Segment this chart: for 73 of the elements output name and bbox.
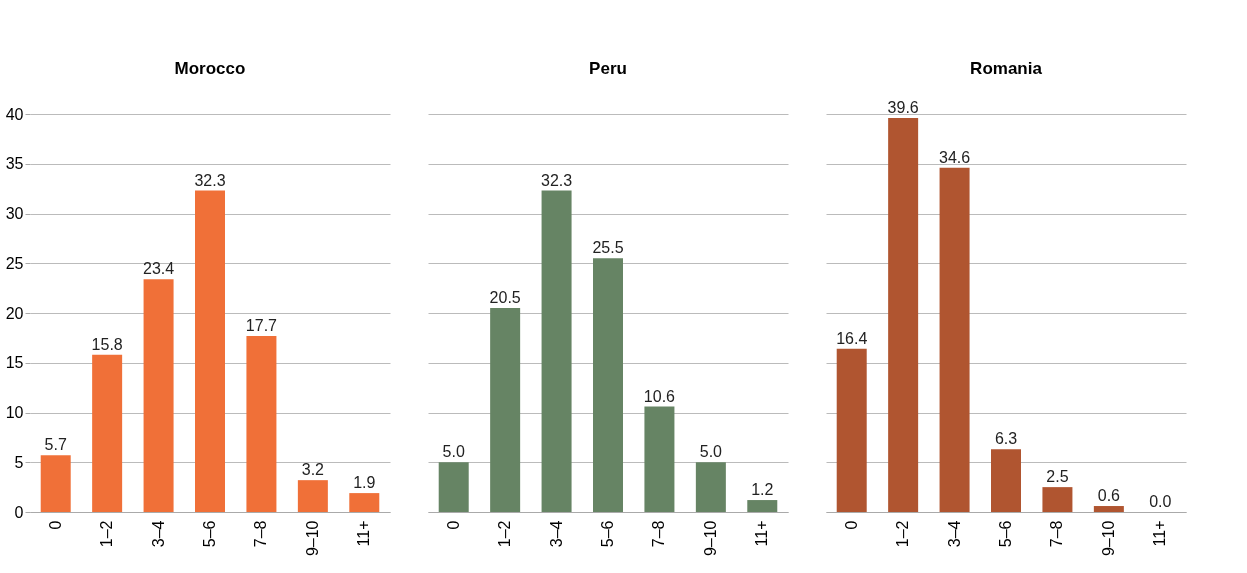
data-label: 5.0 bbox=[699, 443, 723, 461]
x-tick-label: 3–4 bbox=[547, 520, 565, 548]
x-tick-label: 11+ bbox=[753, 520, 771, 547]
x-tick-label: 7–8 bbox=[650, 520, 668, 548]
x-tick-label: 0 bbox=[46, 520, 64, 530]
x-tick-label: 3–4 bbox=[945, 520, 963, 548]
bar bbox=[836, 348, 867, 512]
y-tick-label: 35 bbox=[5, 155, 24, 173]
data-label: 39.6 bbox=[887, 98, 919, 116]
bar bbox=[297, 480, 328, 512]
x-tick-label: 0 bbox=[444, 520, 462, 530]
chart-title: Peru bbox=[589, 59, 627, 78]
x-tick-label: 11+ bbox=[1151, 520, 1169, 547]
data-label: 1.9 bbox=[353, 474, 376, 492]
chart-title: Romania bbox=[970, 59, 1043, 78]
bar bbox=[991, 449, 1021, 512]
data-label: 3.2 bbox=[301, 461, 325, 479]
x-tick-label: 7–8 bbox=[1048, 520, 1066, 548]
x-tick-label: 5–6 bbox=[997, 520, 1014, 548]
data-label: 5.7 bbox=[44, 436, 67, 454]
bar bbox=[246, 335, 277, 512]
bar bbox=[92, 354, 123, 512]
bar bbox=[695, 462, 726, 512]
data-label: 32.3 bbox=[541, 171, 573, 189]
y-tick-label: 10 bbox=[5, 404, 24, 421]
y-tick-label: 15 bbox=[5, 354, 24, 372]
x-tick-label: 7–8 bbox=[252, 520, 270, 548]
bar bbox=[349, 493, 380, 512]
bar bbox=[541, 190, 572, 512]
x-tick-label: 0 bbox=[842, 520, 860, 530]
bar bbox=[143, 279, 174, 512]
data-label: 1.2 bbox=[751, 481, 774, 499]
data-label: 6.3 bbox=[994, 430, 1018, 448]
x-tick-label: 1–2 bbox=[496, 520, 514, 548]
bar bbox=[593, 258, 623, 512]
bar bbox=[40, 455, 71, 512]
x-tick-label: 1–2 bbox=[98, 520, 116, 548]
x-tick-label: 5–6 bbox=[201, 520, 218, 548]
data-label: 10.6 bbox=[643, 387, 676, 405]
bar bbox=[747, 500, 778, 512]
data-label: 0.0 bbox=[1149, 493, 1172, 510]
bar bbox=[1042, 487, 1073, 512]
chart-title: Morocco bbox=[174, 59, 246, 78]
data-label: 25.5 bbox=[592, 239, 624, 257]
data-label: 20.5 bbox=[489, 289, 521, 307]
bar bbox=[438, 462, 469, 512]
x-tick-label: 9–10 bbox=[701, 520, 719, 557]
x-tick-label: 3–4 bbox=[149, 520, 167, 548]
data-label: 34.6 bbox=[939, 148, 971, 166]
y-tick-label: 30 bbox=[5, 205, 24, 222]
y-tick-label: 5 bbox=[14, 453, 24, 471]
y-tick-label: 20 bbox=[5, 304, 24, 322]
x-tick-label: 5–6 bbox=[599, 520, 616, 548]
bar bbox=[939, 167, 970, 512]
y-tick-label: 25 bbox=[5, 254, 24, 272]
data-label: 32.3 bbox=[194, 171, 226, 189]
data-label: 15.8 bbox=[91, 335, 123, 353]
x-tick-label: 9–10 bbox=[1099, 520, 1117, 557]
x-tick-label: 9–10 bbox=[303, 520, 321, 557]
x-tick-label: 1–2 bbox=[894, 520, 912, 548]
bar bbox=[644, 406, 675, 512]
bar bbox=[888, 117, 919, 512]
data-label: 5.0 bbox=[442, 443, 465, 461]
bar bbox=[1093, 506, 1124, 512]
data-label: 2.5 bbox=[1046, 468, 1069, 486]
x-tick-label: 11+ bbox=[355, 520, 373, 547]
bar bbox=[490, 308, 521, 512]
data-label: 23.4 bbox=[143, 260, 175, 278]
data-label: 0.6 bbox=[1097, 487, 1121, 505]
data-label: 16.4 bbox=[836, 329, 868, 347]
bar bbox=[195, 190, 225, 512]
y-tick-label: 40 bbox=[5, 105, 24, 123]
data-label: 17.7 bbox=[245, 316, 278, 334]
